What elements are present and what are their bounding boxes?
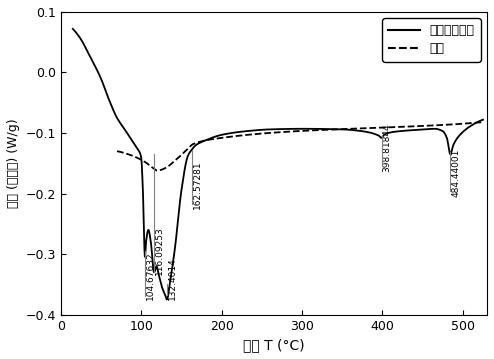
基线 <box>155 168 161 173</box>
Y-axis label: 热流 (标准化) (W/g): 热流 (标准化) (W/g) <box>7 118 20 208</box>
试验数据曲线 <box>259 128 265 132</box>
基线 <box>114 149 120 153</box>
Text: 104.67632: 104.67632 <box>146 251 155 299</box>
Text: 132.4014: 132.4014 <box>168 257 177 299</box>
Line: 基线: 基线 <box>117 122 483 171</box>
基线 <box>392 125 398 129</box>
基线 <box>348 127 354 131</box>
Line: 试验数据曲线: 试验数据曲线 <box>73 29 483 299</box>
试验数据曲线 <box>468 123 474 128</box>
试验数据曲线 <box>480 117 486 122</box>
试验数据曲线 <box>164 297 170 302</box>
试验数据曲线 <box>393 130 399 134</box>
X-axis label: 温度 T (°C): 温度 T (°C) <box>243 338 305 352</box>
Text: 398.81844: 398.81844 <box>382 124 392 172</box>
基线 <box>480 120 486 124</box>
基线 <box>327 127 333 132</box>
基线 <box>136 157 142 161</box>
Text: 162.57281: 162.57281 <box>193 160 202 209</box>
Text: 116.09253: 116.09253 <box>155 227 164 275</box>
试验数据曲线 <box>70 27 76 31</box>
Text: 484.44001: 484.44001 <box>452 148 460 197</box>
Legend: 试验数据曲线, 基线: 试验数据曲线, 基线 <box>382 18 481 62</box>
基线 <box>430 123 436 128</box>
试验数据曲线 <box>270 127 276 131</box>
试验数据曲线 <box>468 123 474 128</box>
基线 <box>337 127 343 131</box>
试验数据曲线 <box>91 61 97 66</box>
